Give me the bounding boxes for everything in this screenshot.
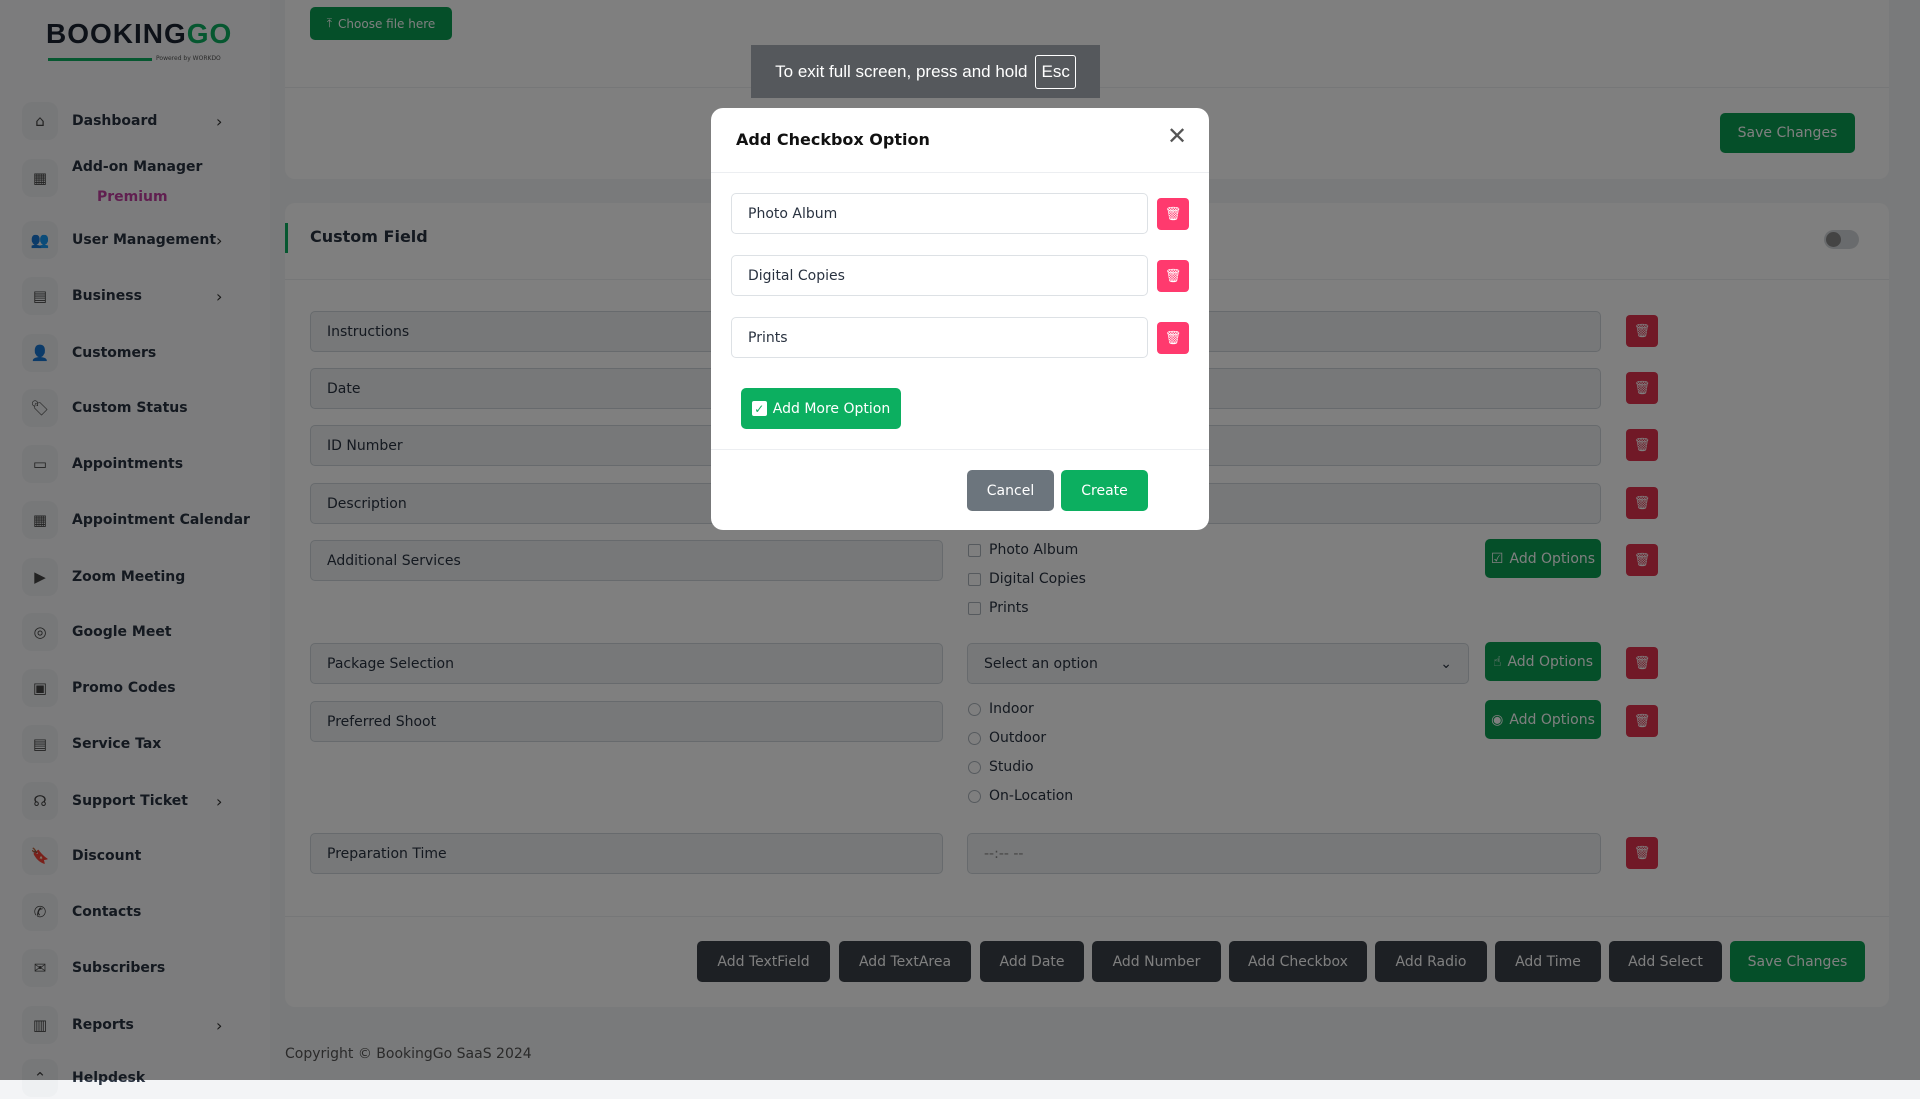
divider <box>711 172 1209 173</box>
option-input[interactable]: Photo Album <box>731 193 1148 234</box>
delete-option-button[interactable]: 🗑 <box>1157 198 1189 230</box>
delete-option-button[interactable]: 🗑 <box>1157 260 1189 292</box>
cancel-button[interactable]: Cancel <box>967 470 1054 511</box>
add-checkbox-option-modal: Add Checkbox Option ✕ Photo Album 🗑 Digita… <box>711 108 1209 530</box>
create-button[interactable]: Create <box>1061 470 1148 511</box>
option-input[interactable]: Prints <box>731 317 1148 358</box>
delete-option-button[interactable]: 🗑 <box>1157 322 1189 354</box>
fullscreen-toast: To exit full screen, press and hold Esc <box>751 45 1100 98</box>
checkbox-checked-icon: ✓ <box>751 401 767 416</box>
close-icon[interactable]: ✕ <box>1167 122 1188 150</box>
modal-title: Add Checkbox Option <box>736 130 930 149</box>
divider <box>711 449 1209 450</box>
option-input[interactable]: Digital Copies <box>731 255 1148 296</box>
add-more-option-button[interactable]: ✓ Add More Option <box>741 388 901 429</box>
